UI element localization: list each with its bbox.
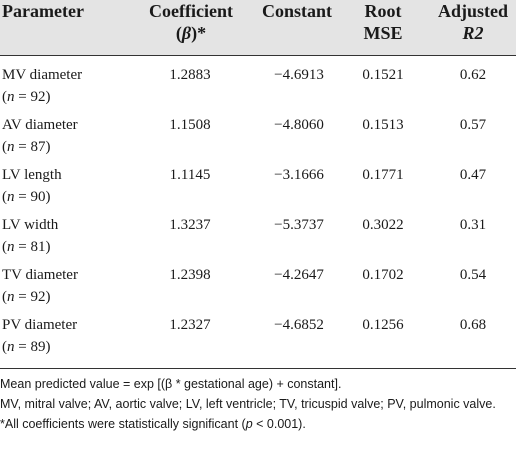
header-root-mse: Root MSE: [363, 1, 403, 43]
header-constant: Constant: [262, 1, 333, 21]
cell-coefficient: 1.2327: [169, 317, 211, 333]
cell-root-mse: 0.1702: [362, 267, 404, 283]
header-coefficient: Coefficient (β)*: [131, 0, 251, 44]
footnote-formula: Mean predicted value = exp [(β * gestati…: [0, 377, 342, 391]
cell-sample-size: (n = 87): [2, 139, 51, 155]
footnote-abbreviations: MV, mitral valve; AV, aortic valve; LV, …: [0, 397, 496, 411]
table-header-background: [0, 0, 516, 55]
cell-root-mse: 0.1513: [362, 117, 404, 133]
cell-adjusted-r2: 0.54: [459, 267, 487, 283]
cell-root-mse: 0.3022: [362, 217, 404, 233]
cell-constant: −4.8060: [274, 117, 324, 133]
header-parameter: Parameter: [2, 1, 84, 21]
cell-parameter: MV diameter: [2, 67, 83, 83]
cell-coefficient: 1.3237: [169, 217, 211, 233]
header-adjusted-r2: Adjusted R2: [437, 1, 508, 43]
cell-constant: −4.6913: [274, 67, 324, 83]
cell-sample-size: (n = 89): [2, 339, 51, 355]
cell-parameter: PV diameter: [2, 317, 78, 333]
cell-sample-size: (n = 90): [2, 189, 51, 205]
cell-parameter: TV diameter: [2, 267, 78, 283]
cell-adjusted-r2: 0.31: [459, 217, 487, 233]
cell-constant: −4.2647: [274, 267, 324, 283]
header-divider: [0, 55, 516, 56]
cell-adjusted-r2: 0.57: [459, 117, 487, 133]
cell-adjusted-r2: 0.68: [459, 317, 487, 333]
cell-coefficient: 1.1145: [169, 167, 211, 183]
cell-adjusted-r2: 0.47: [459, 167, 487, 183]
header-coefficient-symbol: (β)*: [175, 23, 207, 43]
cell-coefficient: 1.2398: [169, 267, 211, 283]
cell-constant: −4.6852: [274, 317, 324, 333]
cell-sample-size: (n = 92): [2, 89, 51, 105]
footnote-significance: *All coefficients were statistically sig…: [0, 417, 306, 431]
cell-root-mse: 0.1521: [362, 67, 404, 83]
table-footnotes: Mean predicted value = exp [(β * gestati…: [0, 374, 506, 434]
cell-root-mse: 0.1256: [362, 317, 404, 333]
cell-root-mse: 0.1771: [362, 167, 404, 183]
cell-sample-size: (n = 92): [2, 289, 51, 305]
cell-coefficient: 1.2883: [169, 67, 211, 83]
cell-sample-size: (n = 81): [2, 239, 51, 255]
cell-parameter: AV diameter: [2, 117, 78, 133]
cell-coefficient: 1.1508: [169, 117, 211, 133]
cell-adjusted-r2: 0.62: [459, 67, 487, 83]
table-bottom-rule: [0, 368, 516, 369]
cell-parameter: LV width: [2, 217, 59, 233]
cell-parameter: LV length: [2, 167, 62, 183]
cell-constant: −5.3737: [274, 217, 324, 233]
cell-constant: −3.1666: [274, 167, 324, 183]
